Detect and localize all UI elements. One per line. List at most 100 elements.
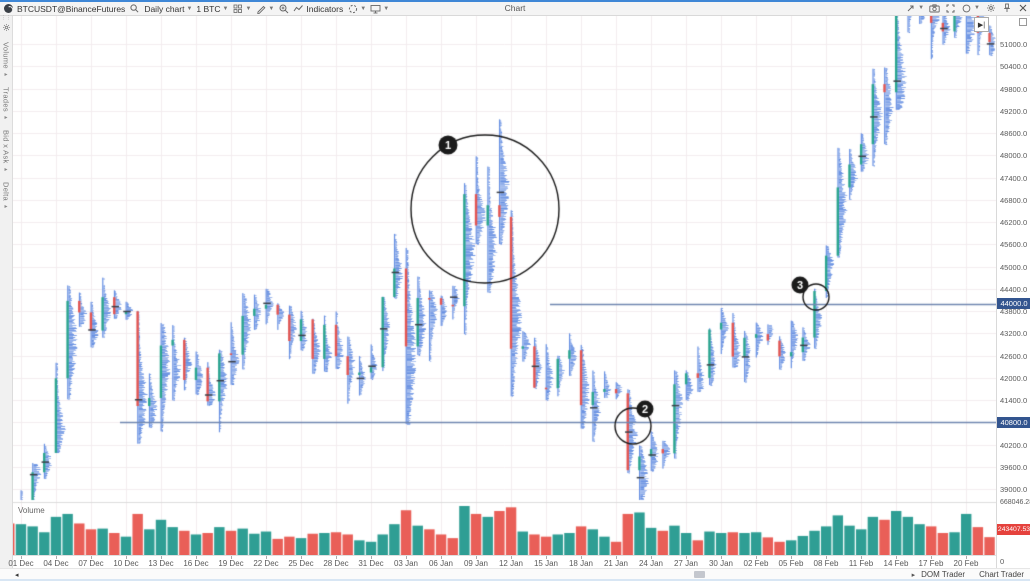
sidebar-item-volume[interactable]: Volume ▸: [1, 42, 11, 79]
date-axis-tick: [231, 556, 232, 559]
axis-settings-icon[interactable]: [1019, 18, 1027, 26]
price-axis-label: 51000.0: [1000, 40, 1028, 49]
chevron-right-icon: ▸: [2, 114, 9, 122]
price-axis-label: 44400.0: [1000, 284, 1028, 294]
symbol-label: BTCUSDT@BinanceFutures: [17, 3, 126, 14]
date-axis-tick: [406, 556, 407, 559]
date-axis-label: 05 Feb: [778, 559, 804, 568]
date-axis-tick: [91, 556, 92, 559]
date-axis-label: 12 Jan: [498, 559, 524, 568]
price-axis-label: 45600.0: [1000, 240, 1028, 250]
date-axis-tick: [791, 556, 792, 559]
theme-selector[interactable]: ▼: [961, 3, 980, 14]
search-icon[interactable]: [129, 3, 140, 14]
date-axis-tick: [161, 556, 162, 559]
volume-axis-zero-label: 0: [1000, 557, 1005, 566]
price-level-badge: 44000.0: [997, 298, 1030, 310]
window-title: Chart: [504, 3, 526, 13]
date-axis-label: 21 Jan: [603, 559, 629, 568]
date-axis-label: 14 Feb: [883, 559, 909, 568]
date-axis-tick: [756, 556, 757, 559]
circle-icon: [961, 3, 972, 14]
date-axis-label: 09 Jan: [463, 559, 489, 568]
price-axis-label: 39000.0: [1000, 485, 1028, 494]
chart-area[interactable]: Volume ▶|: [13, 16, 996, 555]
sidebar-item-trades[interactable]: Trades ▸: [1, 87, 11, 122]
display-selector[interactable]: ▼: [370, 3, 389, 14]
zoom-icon[interactable]: [278, 3, 289, 14]
date-axis-label: 04 Dec: [43, 559, 69, 568]
monitor-icon: [370, 3, 381, 14]
date-axis[interactable]: 01 Dec 04 Dec 07 Dec 10 Dec 13 Dec 16 Dec 19 D…: [8, 555, 996, 568]
window-bottom-edge: [0, 579, 1030, 581]
date-axis-tick: [651, 556, 652, 559]
go-to-latest-button[interactable]: ▶|: [974, 17, 989, 32]
expand-right-icon[interactable]: ▸: [911, 571, 916, 579]
horizontal-scrollbar[interactable]: ◂ ▸ DOM Trader Chart Trader: [0, 568, 1030, 579]
date-axis-label: 30 Jan: [708, 559, 734, 568]
date-axis-label: 17 Feb: [918, 559, 944, 568]
date-axis-label: 01 Dec: [8, 559, 34, 568]
date-axis-tick: [126, 556, 127, 559]
date-axis-tick: [196, 556, 197, 559]
date-axis-tick: [441, 556, 442, 559]
chart-type-selector[interactable]: ▼: [232, 3, 251, 14]
camera-icon[interactable]: [929, 3, 940, 14]
date-axis-label: 15 Jan: [533, 559, 559, 568]
chevron-down-icon: ▼: [268, 5, 275, 12]
date-axis-label: 18 Jan: [568, 559, 594, 568]
symbol-selector[interactable]: BTCUSDT@BinanceFutures: [17, 4, 125, 14]
price-axis-label: 39600.0: [1000, 462, 1028, 472]
chart-trader-button[interactable]: Chart Trader: [979, 570, 1024, 579]
drawing-tools-button[interactable]: ▼: [255, 3, 274, 14]
price-axis-label: 46800.0: [1000, 195, 1028, 205]
drag-handle[interactable]: ⋮⋮: [1, 15, 11, 21]
sidebar-item-bidxask[interactable]: Bid x Ask ▸: [1, 130, 11, 174]
chevron-down-icon: ▼: [360, 5, 367, 12]
price-axis-label: 50400.0: [1000, 62, 1028, 72]
date-axis-tick: [581, 556, 582, 559]
cluster-chart-icon: [232, 3, 243, 14]
scrollbar-thumb[interactable]: [694, 571, 705, 578]
chevron-right-icon: ▸: [2, 165, 9, 174]
price-axis-label: 42000.0: [1000, 373, 1028, 383]
date-axis-tick: [616, 556, 617, 559]
price-chart-canvas[interactable]: [13, 16, 996, 555]
snapshot-mode-selector[interactable]: ▼: [347, 3, 366, 14]
trader-panels: ▸ DOM Trader Chart Trader: [912, 570, 1024, 579]
chevron-down-icon: ▼: [918, 5, 925, 11]
chevron-right-icon: ▸: [2, 70, 9, 79]
dashed-circle-icon: [347, 3, 358, 14]
chevron-right-icon: ▸: [2, 203, 9, 211]
indicators-line-icon: [293, 3, 304, 14]
unit-selector[interactable]: 1 BTC ▼: [196, 4, 228, 14]
sidebar-item-delta[interactable]: Delta ▸: [1, 182, 11, 211]
volume-value-badge: 243407.53: [997, 524, 1030, 535]
price-axis-label: 40200.0: [1000, 440, 1028, 450]
price-axis-label: 48600.0: [1000, 129, 1028, 138]
settings-gear-icon[interactable]: [985, 3, 996, 14]
left-panel-tabs: ⋮⋮ Volume ▸ Trades ▸ Bid x Ask ▸ Delta ▸: [0, 16, 13, 581]
date-axis-tick: [966, 556, 967, 559]
date-axis-label: 06 Jan: [428, 559, 454, 568]
date-axis-label: 02 Feb: [743, 559, 769, 568]
indicators-button[interactable]: Indicators: [293, 3, 343, 14]
volume-axis-max-label: 668046.28: [1000, 499, 1030, 506]
timeframe-selector[interactable]: Daily chart ▼: [144, 4, 192, 14]
date-axis-label: 11 Feb: [848, 559, 874, 568]
price-axis-label: 49800.0: [1000, 84, 1028, 94]
dom-trader-button[interactable]: DOM Trader: [921, 570, 966, 579]
scroll-left-arrow-icon[interactable]: ◂: [15, 572, 19, 579]
pin-icon[interactable]: [1001, 3, 1012, 14]
close-icon[interactable]: [1017, 3, 1028, 14]
price-axis[interactable]: 51000.0 50400.0 49800.0 49200.0 48600.0 48000…: [996, 16, 1030, 568]
date-axis-label: 24 Jan: [638, 559, 664, 568]
panel-settings-gear-icon[interactable]: [1, 22, 12, 33]
date-axis-tick: [21, 556, 22, 559]
detach-window-button[interactable]: ▼: [905, 3, 924, 14]
diagonal-arrow-icon: [905, 3, 916, 14]
fullscreen-icon[interactable]: [945, 3, 956, 14]
volume-pane-label: Volume: [18, 506, 45, 515]
date-axis-tick: [861, 556, 862, 559]
